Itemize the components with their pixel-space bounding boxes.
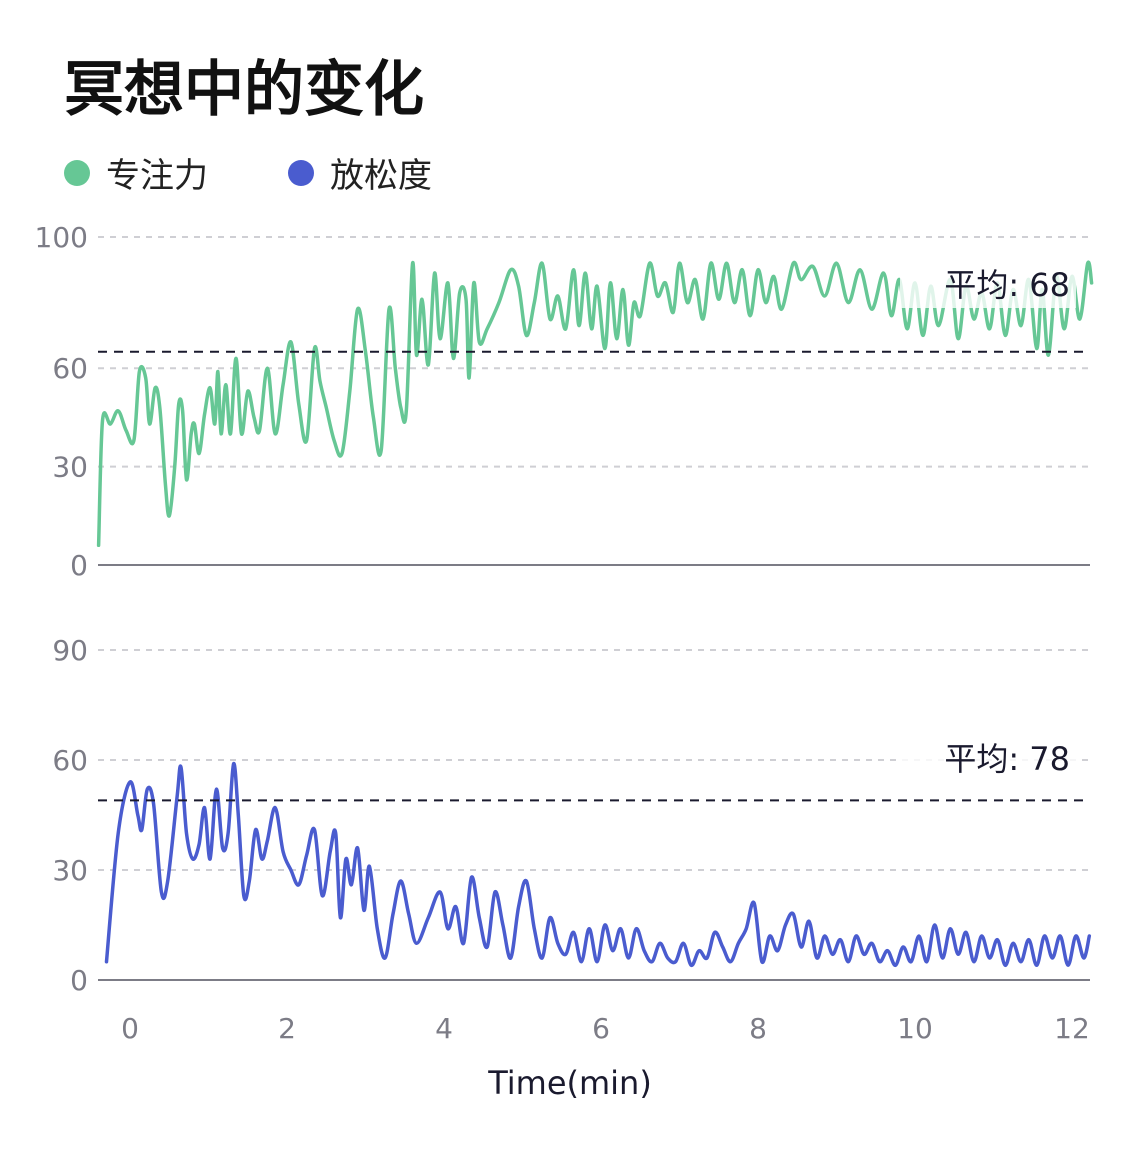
x-tick-label-3: 6 xyxy=(592,1012,610,1045)
avg-label-bg-relax xyxy=(900,736,1076,782)
y-tick-label-relax-0: 0 xyxy=(70,964,88,997)
series-line-focus xyxy=(96,260,1094,548)
legend-item-focus: 专注力 xyxy=(64,148,208,197)
legend-item-relax: 放松度 xyxy=(288,148,432,197)
y-tick-label-focus-0: 0 xyxy=(70,549,88,582)
x-tick-label-2: 4 xyxy=(435,1012,453,1045)
avg-label-focus: 平均: 68 xyxy=(944,266,1070,304)
avg-label-bg-focus xyxy=(900,262,1076,308)
legend-label-focus: 专注力 xyxy=(106,156,208,196)
y-tick-label-relax-3: 90 xyxy=(52,634,88,667)
series-line-relax xyxy=(104,761,1092,968)
y-tick-label-focus-1: 30 xyxy=(52,451,88,484)
x-tick-label-1: 2 xyxy=(278,1012,296,1045)
chart-title: 冥想中的变化 xyxy=(64,55,424,125)
legend: 专注力 放松度 xyxy=(64,148,432,197)
legend-label-relax: 放松度 xyxy=(330,156,432,196)
x-tick-label-5: 10 xyxy=(897,1012,933,1045)
x-axis-title: Time(min) xyxy=(487,1064,652,1102)
legend-dot-relax xyxy=(288,159,314,186)
legend-dot-focus xyxy=(64,159,90,186)
y-tick-label-focus-2: 60 xyxy=(52,352,88,385)
y-tick-label-focus-3: 100 xyxy=(35,221,88,254)
avg-label-relax: 平均: 78 xyxy=(944,740,1070,778)
x-tick-label-6: 12 xyxy=(1054,1012,1090,1045)
y-tick-label-relax-2: 60 xyxy=(52,744,88,777)
x-tick-label-4: 8 xyxy=(749,1012,767,1045)
y-tick-label-relax-1: 30 xyxy=(52,854,88,887)
x-tick-label-0: 0 xyxy=(121,1012,139,1045)
